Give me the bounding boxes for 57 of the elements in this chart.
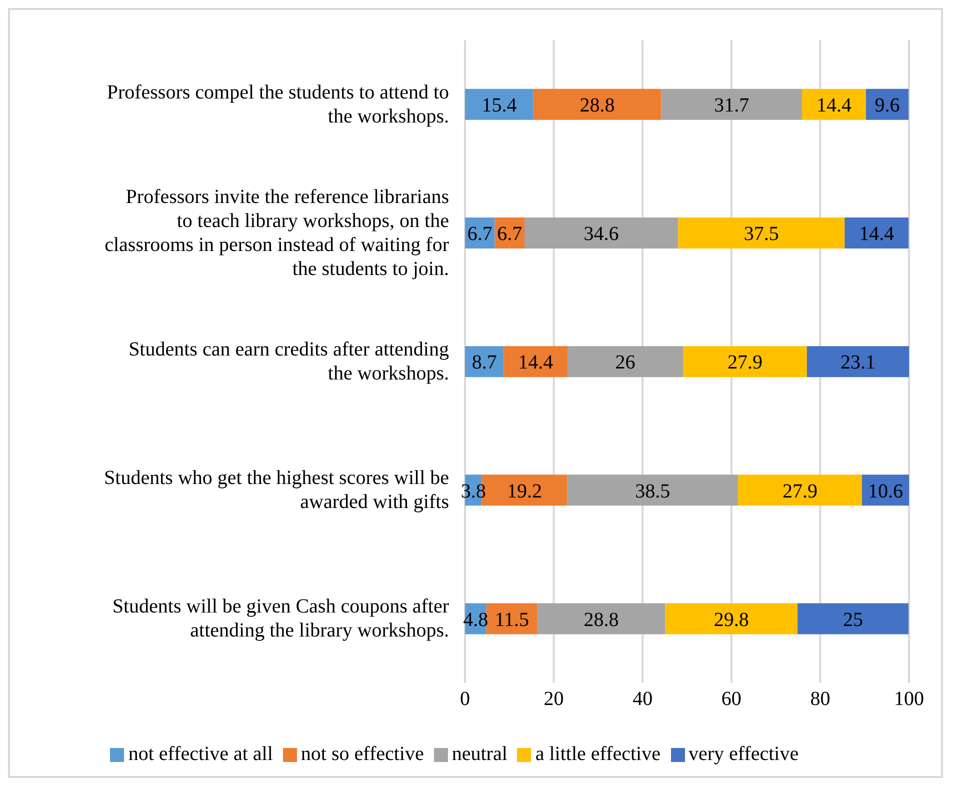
x-tick-label: 60	[721, 688, 742, 710]
bar	[465, 346, 504, 378]
bar	[504, 346, 568, 378]
bar	[524, 217, 678, 248]
legend-label: a little effective	[535, 743, 660, 765]
data-label: 37.5	[744, 223, 779, 246]
data-label: 38.5	[635, 480, 670, 502]
y-tick-label: Students will be given Cash coupons after attending the library workshops.	[112, 596, 450, 642]
data-label: 26	[615, 352, 636, 374]
bar	[738, 474, 862, 506]
data-label: 11.5	[494, 608, 529, 631]
data-label: 29.8	[714, 608, 749, 631]
x-tick-label: 40	[632, 688, 653, 710]
x-tick-label: 0	[460, 688, 470, 710]
y-tick-label: Students who get the highest scores will be awarded with gifts	[104, 467, 450, 514]
data-label: 34.6	[584, 223, 619, 246]
x-tick-label: 20	[544, 688, 564, 710]
data-label: 8.7	[472, 352, 497, 374]
legend-label: very effective	[688, 743, 799, 765]
data-label: 25	[843, 608, 864, 631]
bar	[568, 346, 684, 378]
data-label: 9.6	[874, 94, 900, 116]
data-label: 19.2	[506, 480, 542, 502]
x-tick-label: 80	[810, 688, 830, 710]
bar	[806, 346, 909, 378]
data-label: 6.7	[497, 223, 522, 246]
data-label: 27.9	[727, 352, 762, 374]
data-label: 28.8	[580, 94, 615, 116]
bar	[486, 603, 538, 634]
data-label: 14.4	[816, 94, 852, 116]
data-label: 31.7	[714, 94, 750, 116]
bar	[661, 88, 802, 120]
y-tick-label: Students can earn credits after attending the workshops.	[128, 338, 449, 384]
data-label: 28.8	[584, 608, 619, 631]
data-label: 27.9	[782, 480, 818, 502]
data-label: 14.4	[518, 352, 554, 374]
bar	[533, 88, 662, 120]
data-label: 15.4	[482, 94, 517, 116]
bar	[665, 603, 798, 634]
bar	[465, 88, 534, 120]
bar	[683, 346, 807, 378]
bar	[844, 217, 909, 248]
data-label: 23.1	[840, 352, 876, 374]
data-label: 14.4	[859, 223, 894, 246]
legend-label: neutral	[452, 743, 508, 765]
bar	[802, 88, 866, 120]
x-tick-label: 100	[894, 688, 924, 710]
data-label: 10.6	[868, 480, 903, 502]
bar	[567, 474, 738, 506]
legend-label: not so effective	[300, 743, 424, 765]
bar	[678, 217, 845, 248]
data-label: 6.7	[467, 223, 492, 246]
y-tick-label: Professors invite the reference librarians to teach library workshops, on the classrooms in person instead of waiting for the students to join.	[104, 186, 450, 280]
y-tick-label: Professors compel the students to attend to the workshops.	[106, 81, 449, 128]
bar	[537, 603, 666, 634]
bar	[798, 603, 909, 634]
legend-label: not effective at all	[128, 743, 273, 765]
